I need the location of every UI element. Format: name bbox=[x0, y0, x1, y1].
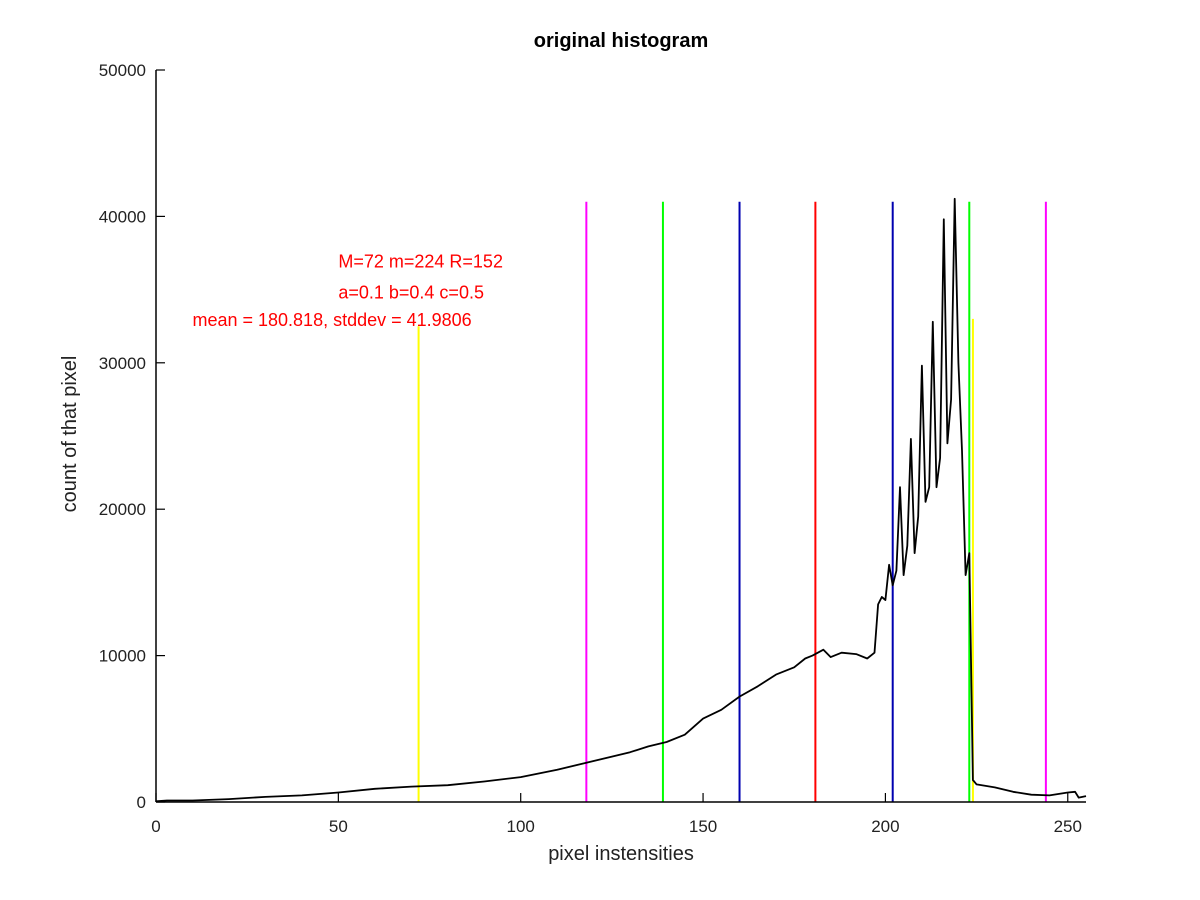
x-axis-label: pixel instensities bbox=[548, 843, 694, 865]
annotation-text: mean = 180.818, stddev = 41.9806 bbox=[192, 310, 471, 330]
y-tick-label: 30000 bbox=[99, 354, 146, 373]
chart-title: original histogram bbox=[534, 30, 708, 52]
y-axis-label: count of that pixel bbox=[59, 356, 81, 513]
x-tick-label: 150 bbox=[689, 817, 717, 836]
series-layer bbox=[155, 197, 1087, 803]
x-tick-label: 200 bbox=[871, 817, 899, 836]
axes: 0 50 100 150 200 250 0 10000 20000 30000 40000 5000… bbox=[99, 61, 1086, 836]
x-tick-label: 0 bbox=[151, 817, 160, 836]
y-tick-label: 40000 bbox=[99, 207, 146, 226]
histogram-line bbox=[155, 197, 1087, 803]
y-tick-label: 10000 bbox=[99, 647, 146, 666]
x-tick-label: 50 bbox=[329, 817, 348, 836]
x-tick-label: 100 bbox=[507, 817, 535, 836]
x-tick-label: 250 bbox=[1054, 817, 1082, 836]
annotations: M=72 m=224 R=152 a=0.1 b=0.4 c=0.5 mean = … bbox=[192, 252, 503, 331]
vertical-markers bbox=[417, 201, 1047, 802]
y-tick-label: 50000 bbox=[99, 61, 146, 80]
y-tick-label: 0 bbox=[137, 793, 146, 812]
annotation-text: a=0.1 b=0.4 c=0.5 bbox=[338, 282, 484, 302]
annotation-text: M=72 m=224 R=152 bbox=[338, 252, 503, 272]
y-tick-label: 20000 bbox=[99, 500, 146, 519]
